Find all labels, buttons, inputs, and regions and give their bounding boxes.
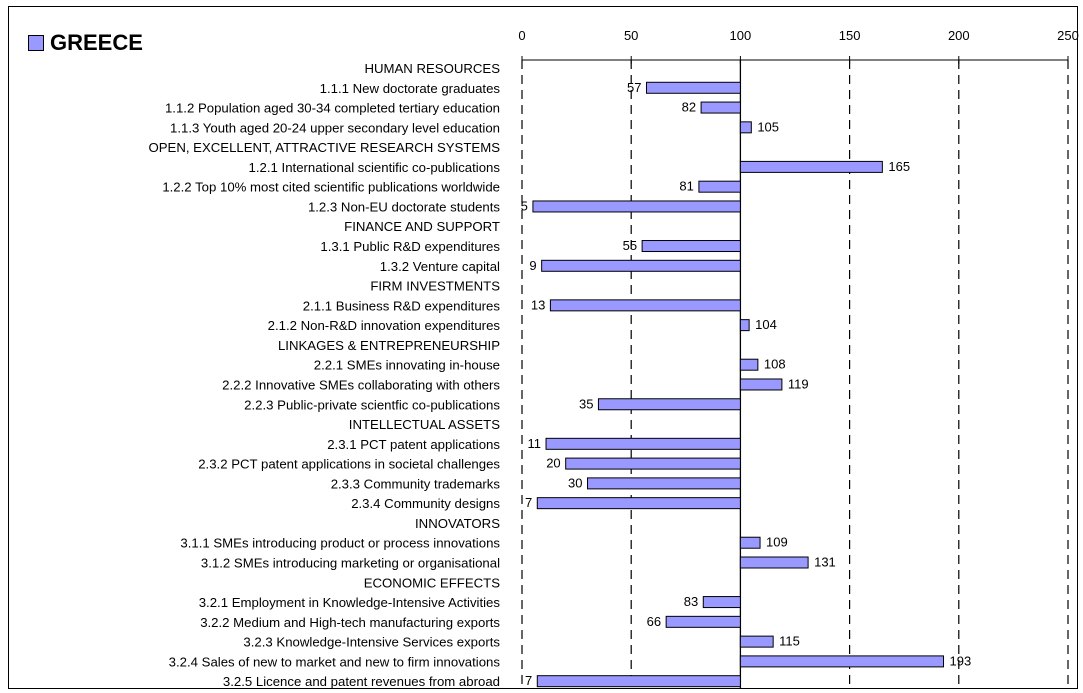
- data-label: 193: [950, 653, 972, 668]
- row-label: 1.1.2 Population aged 30-34 completed te…: [165, 101, 500, 116]
- bar: [700, 101, 741, 114]
- data-label: 165: [888, 159, 910, 174]
- category-header: INTELLECTUAL ASSETS: [349, 417, 500, 432]
- bar: [645, 81, 741, 94]
- row-label: 2.2.1 SMEs innovating in-house: [314, 358, 500, 373]
- bar: [597, 398, 741, 411]
- row-label: 1.2.1 International scientific co-public…: [249, 160, 501, 175]
- data-label: 55: [623, 238, 637, 253]
- category-header: HUMAN RESOURCES: [364, 61, 500, 76]
- category-header: ECONOMIC EFFECTS: [364, 575, 500, 590]
- bar: [541, 259, 741, 272]
- bar: [739, 378, 783, 391]
- x-tick-label: 250: [1057, 28, 1079, 43]
- row-label: 2.2.3 Public-private scientfic co-public…: [244, 397, 500, 412]
- data-label: 7: [525, 673, 532, 688]
- category-header: LINKAGES & ENTREPRENEURSHIP: [278, 338, 500, 353]
- x-tick-label: 50: [624, 28, 638, 43]
- data-label: 104: [755, 317, 777, 332]
- x-tick-label: 200: [948, 28, 970, 43]
- bar: [739, 556, 809, 569]
- data-label: 82: [682, 100, 696, 115]
- data-label: 108: [764, 357, 786, 372]
- data-label: 30: [568, 475, 582, 490]
- row-label: 2.3.1 PCT patent applications: [327, 437, 500, 452]
- bar: [739, 536, 761, 549]
- bar: [549, 299, 741, 312]
- row-label: 3.2.3 Knowledge-Intensive Services expor…: [243, 635, 500, 650]
- chart-frame: [8, 6, 1078, 689]
- bar: [565, 457, 741, 470]
- row-label: 2.1.2 Non-R&D innovation expenditures: [268, 318, 501, 333]
- bar: [532, 200, 741, 213]
- row-label: 1.3.2 Venture capital: [380, 259, 500, 274]
- row-label: 1.3.1 Public R&D expenditures: [320, 239, 500, 254]
- bar: [545, 437, 741, 450]
- data-label: 105: [757, 119, 779, 134]
- x-tick-label: 150: [839, 28, 861, 43]
- data-label: 7: [525, 495, 532, 510]
- bar: [665, 615, 741, 628]
- row-label: 3.1.2 SMEs introducing marketing or orga…: [201, 556, 500, 571]
- data-label: 57: [627, 80, 641, 95]
- data-label: 83: [684, 594, 698, 609]
- row-label: 2.2.2 Innovative SMEs collaborating with…: [222, 377, 500, 392]
- data-label: 109: [766, 535, 788, 550]
- bar: [536, 497, 741, 510]
- bar: [739, 358, 759, 371]
- bar: [641, 240, 741, 253]
- data-label: 119: [788, 376, 809, 391]
- data-label: 5: [521, 198, 528, 213]
- row-label: 3.2.5 Licence and patent revenues from a…: [223, 674, 500, 689]
- bar: [739, 160, 883, 173]
- category-header: FINANCE AND SUPPORT: [344, 219, 500, 234]
- bar: [587, 477, 741, 490]
- bar: [739, 655, 945, 668]
- data-label: 66: [647, 614, 661, 629]
- x-tick-label: 0: [518, 28, 525, 43]
- legend: GREECE: [28, 28, 143, 58]
- legend-swatch: [28, 35, 44, 51]
- row-label: 1.1.1 New doctorate graduates: [320, 81, 501, 96]
- data-label: 11: [528, 436, 542, 451]
- row-label: 2.3.3 Community trademarks: [331, 476, 501, 491]
- bar: [739, 121, 752, 134]
- legend-label: GREECE: [50, 30, 143, 55]
- category-header: INNOVATORS: [415, 516, 500, 531]
- data-label: 20: [546, 456, 560, 471]
- category-header: FIRM INVESTMENTS: [370, 279, 500, 294]
- bar: [702, 596, 741, 609]
- data-label: 131: [814, 555, 836, 570]
- bar: [739, 319, 750, 332]
- row-label: 3.1.1 SMEs introducing product or proces…: [180, 536, 500, 551]
- bar: [536, 675, 741, 688]
- data-label: 9: [529, 258, 536, 273]
- row-label: 2.3.4 Community designs: [351, 496, 500, 511]
- category-header: OPEN, EXCELLENT, ATTRACTIVE RESEARCH SYS…: [148, 140, 500, 155]
- data-label: 81: [679, 179, 693, 194]
- x-tick-label: 100: [730, 28, 752, 43]
- row-label: 1.2.2 Top 10% most cited scientific publ…: [162, 180, 500, 195]
- row-label: 1.2.3 Non-EU doctorate students: [308, 199, 500, 214]
- row-label: 3.2.2 Medium and High-tech manufacturing…: [200, 615, 500, 630]
- data-label: 35: [579, 396, 593, 411]
- row-label: 2.3.2 PCT patent applications in societa…: [198, 457, 500, 472]
- row-label: 3.2.4 Sales of new to market and new to …: [169, 654, 501, 669]
- bar: [698, 180, 741, 193]
- data-label: 115: [779, 634, 800, 649]
- row-label: 2.1.1 Business R&D expenditures: [303, 298, 501, 313]
- data-label: 13: [531, 297, 545, 312]
- row-label: 3.2.1 Employment in Knowledge-Intensive …: [199, 595, 501, 610]
- row-label: 1.1.3 Youth aged 20-24 upper secondary l…: [170, 120, 500, 135]
- bar: [739, 635, 774, 648]
